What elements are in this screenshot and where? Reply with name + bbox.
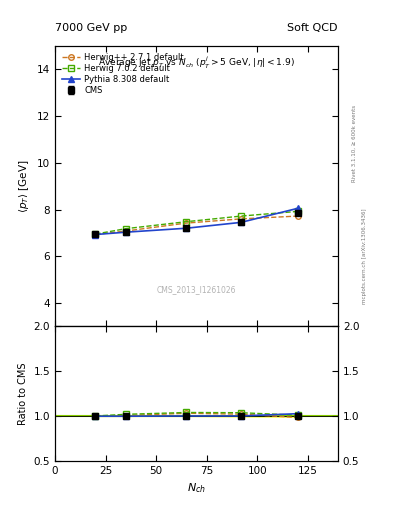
Herwig++ 2.7.1 default xyxy=(93,231,98,238)
Herwig 7.0.2 default xyxy=(295,208,300,215)
Herwig++ 2.7.1 default xyxy=(123,228,128,234)
Line: Pythia 8.308 default: Pythia 8.308 default xyxy=(93,206,300,237)
Herwig 7.0.2 default xyxy=(239,213,243,219)
Herwig 7.0.2 default xyxy=(123,226,128,232)
Legend: Herwig++ 2.7.1 default, Herwig 7.0.2 default, Pythia 8.308 default, CMS: Herwig++ 2.7.1 default, Herwig 7.0.2 def… xyxy=(59,50,186,97)
Text: Soft QCD: Soft QCD xyxy=(288,23,338,33)
Text: Average jet $p_T$ vs $N_{ch}$ ($p^j_T$$>$5 GeV, $|\eta|$$<$1.9): Average jet $p_T$ vs $N_{ch}$ ($p^j_T$$>… xyxy=(98,54,295,71)
Pythia 8.308 default xyxy=(295,205,300,211)
Herwig 7.0.2 default xyxy=(93,231,98,237)
Pythia 8.308 default xyxy=(239,219,243,225)
Herwig++ 2.7.1 default xyxy=(184,220,189,226)
Herwig 7.0.2 default xyxy=(184,219,189,225)
Pythia 8.308 default xyxy=(123,229,128,235)
Text: 7000 GeV pp: 7000 GeV pp xyxy=(55,23,127,33)
Line: Herwig++ 2.7.1 default: Herwig++ 2.7.1 default xyxy=(93,214,300,237)
Pythia 8.308 default xyxy=(93,231,98,238)
Line: Herwig 7.0.2 default: Herwig 7.0.2 default xyxy=(93,208,300,237)
Pythia 8.308 default xyxy=(184,225,189,231)
Text: Rivet 3.1.10, ≥ 600k events: Rivet 3.1.10, ≥ 600k events xyxy=(352,105,357,182)
Text: CMS_2013_I1261026: CMS_2013_I1261026 xyxy=(157,285,236,294)
Y-axis label: Ratio to CMS: Ratio to CMS xyxy=(18,362,28,425)
Text: mcplots.cern.ch [arXiv:1306.3436]: mcplots.cern.ch [arXiv:1306.3436] xyxy=(362,208,367,304)
Y-axis label: $\langle p_T \rangle$ [GeV]: $\langle p_T \rangle$ [GeV] xyxy=(17,159,31,213)
Herwig++ 2.7.1 default xyxy=(239,216,243,222)
Herwig++ 2.7.1 default xyxy=(295,213,300,219)
X-axis label: $N_{ch}$: $N_{ch}$ xyxy=(187,481,206,495)
